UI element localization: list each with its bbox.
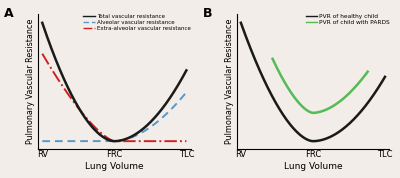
Text: B: B xyxy=(203,7,212,20)
Y-axis label: Pulmonary Vascular Resistance: Pulmonary Vascular Resistance xyxy=(26,19,35,144)
Text: A: A xyxy=(4,7,14,20)
Y-axis label: Pulmonary Vascular Resistance: Pulmonary Vascular Resistance xyxy=(225,19,234,144)
X-axis label: Lung Volume: Lung Volume xyxy=(284,162,342,171)
Legend: Total vascular resistance, Alveolar vascular resistance, Extra-alveolar vascular: Total vascular resistance, Alveolar vasc… xyxy=(83,14,191,31)
Legend: PVR of healthy child, PVR of child with PARDS: PVR of healthy child, PVR of child with … xyxy=(306,14,390,25)
X-axis label: Lung Volume: Lung Volume xyxy=(85,162,144,171)
